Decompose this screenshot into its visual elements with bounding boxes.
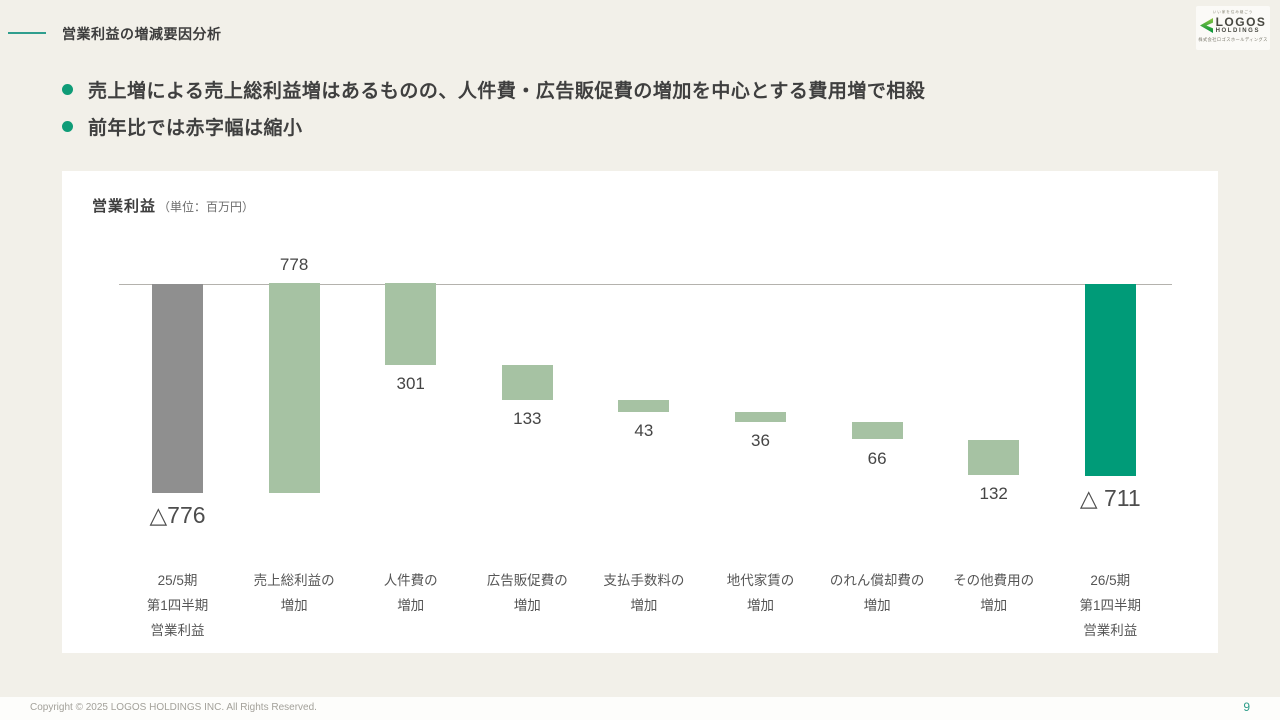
category-label-line: 第1四半期	[146, 598, 209, 613]
category-label-line: 地代家賃の	[726, 573, 795, 588]
waterfall-bar	[501, 364, 553, 401]
bar-value-label: 66	[867, 448, 887, 468]
category-label-line: 増加	[630, 598, 658, 613]
logo-company-name: 株式会社ロゴスホールディングス	[1198, 37, 1268, 42]
logo-chevron-icon	[1199, 18, 1213, 33]
category-label-line: その他費用の	[953, 573, 1035, 588]
category-label-line: 営業利益	[150, 623, 205, 638]
bar-value-label: 301	[396, 373, 425, 393]
waterfall-bar	[1084, 284, 1136, 476]
category-label-line: 26/5期	[1090, 573, 1131, 588]
category-label-line: 増加	[863, 598, 891, 613]
bullet-text: 売上増による売上総利益増はあるものの、人件費・広告販促費の増加を中心とする費用増…	[88, 81, 926, 102]
waterfall-bar	[968, 439, 1020, 476]
category-label-line: 増加	[397, 598, 425, 613]
category-label: 地代家賃の 増加	[689, 568, 833, 618]
footer: Copyright © 2025 LOGOS HOLDINGS INC. All…	[0, 697, 1280, 720]
category-label: その他費用の 増加	[922, 568, 1066, 618]
bar-value-label: 36	[751, 430, 770, 450]
category-label-line: 広告販促費の	[486, 573, 568, 588]
chart-title: 営業利益	[92, 198, 157, 215]
copyright-text: Copyright © 2025 LOGOS HOLDINGS INC. All…	[30, 702, 317, 713]
zero-baseline	[119, 284, 1172, 285]
category-label-line: 売上総利益の	[253, 573, 335, 588]
bullet-dot-icon	[62, 84, 73, 95]
logo-brand-text: LOGOS	[1215, 15, 1267, 29]
category-label-line: 人件費の	[383, 573, 438, 588]
bar-value-label: 133	[513, 409, 542, 429]
bullet-text: 前年比では赤字幅は縮小	[88, 118, 303, 139]
category-label-line: 25/5期	[157, 573, 198, 588]
bar-value-label: 778	[279, 255, 309, 275]
waterfall-chart: 営業利益 （単位：百万円） △776 25/5期 第1四半期 営業利益 778 売上総利益…	[62, 171, 1218, 653]
bar-value-label: 43	[634, 421, 654, 440]
waterfall-bar	[385, 283, 437, 365]
logo-tagline: いい家を住み継ごう	[1212, 9, 1254, 14]
company-logo: いい家を住み継ごう LOGOS HOLDINGS 株式会社ロゴスホールディングス	[1196, 6, 1270, 50]
waterfall-bar	[851, 421, 903, 440]
waterfall-bar	[152, 284, 203, 494]
category-label: 人件費の 増加	[339, 568, 483, 618]
category-label-line: 増加	[280, 598, 308, 613]
category-label: 25/5期第1四半期営業利益	[106, 568, 250, 643]
bullet-dot-icon	[62, 121, 73, 132]
page-title: 営業利益の増減要因分析	[62, 26, 222, 42]
category-label: 売上総利益の 増加	[222, 568, 366, 618]
category-label-line: 増加	[513, 598, 541, 613]
category-label-line: 第1四半期	[1079, 598, 1142, 613]
category-label: のれん償却費の 増加	[805, 568, 949, 618]
bar-value-label: 132	[979, 484, 1008, 504]
category-label-line: のれん償却費の	[829, 573, 925, 588]
category-label-line: 支払手数料の	[603, 573, 685, 588]
page-number: 9	[1243, 700, 1250, 714]
bullet-item: 前年比では赤字幅は縮小	[62, 113, 303, 140]
category-label-line: 増加	[747, 598, 774, 613]
category-label: 支払手数料の 増加	[572, 568, 716, 618]
bar-value-label: △ 711	[1079, 484, 1141, 511]
waterfall-bar	[618, 400, 670, 412]
waterfall-bar	[268, 283, 320, 494]
header-accent-line	[8, 32, 46, 34]
category-label: 26/5期第1四半期営業利益	[1038, 568, 1182, 643]
bar-value-label: △776	[149, 502, 206, 529]
category-label-line: 営業利益	[1083, 623, 1138, 638]
chart-unit-label: （単位：百万円）	[158, 200, 255, 214]
logo-brand-subtext: HOLDINGS	[1215, 28, 1261, 34]
waterfall-bar	[735, 412, 786, 422]
bullet-item: 売上増による売上総利益増はあるものの、人件費・広告販促費の増加を中心とする費用増…	[62, 76, 925, 103]
category-label-line: 増加	[980, 598, 1008, 613]
category-label: 広告販促費の 増加	[455, 568, 599, 618]
